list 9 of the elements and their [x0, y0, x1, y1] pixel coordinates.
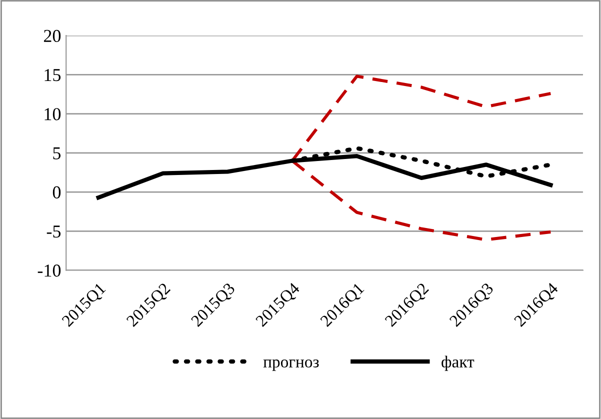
y-tick-label: 20 [44, 30, 61, 42]
y-tick-label: 15 [44, 69, 61, 82]
y-tick-label: 0 [52, 186, 61, 198]
legend-label: прогноз [263, 359, 319, 371]
legend-label: факт [442, 356, 474, 371]
y-tick-label: -5 [46, 226, 61, 238]
y-tick-label: -10 [38, 264, 61, 277]
y-tick-label: 10 [44, 108, 61, 120]
y-tick-label: 5 [53, 147, 61, 160]
